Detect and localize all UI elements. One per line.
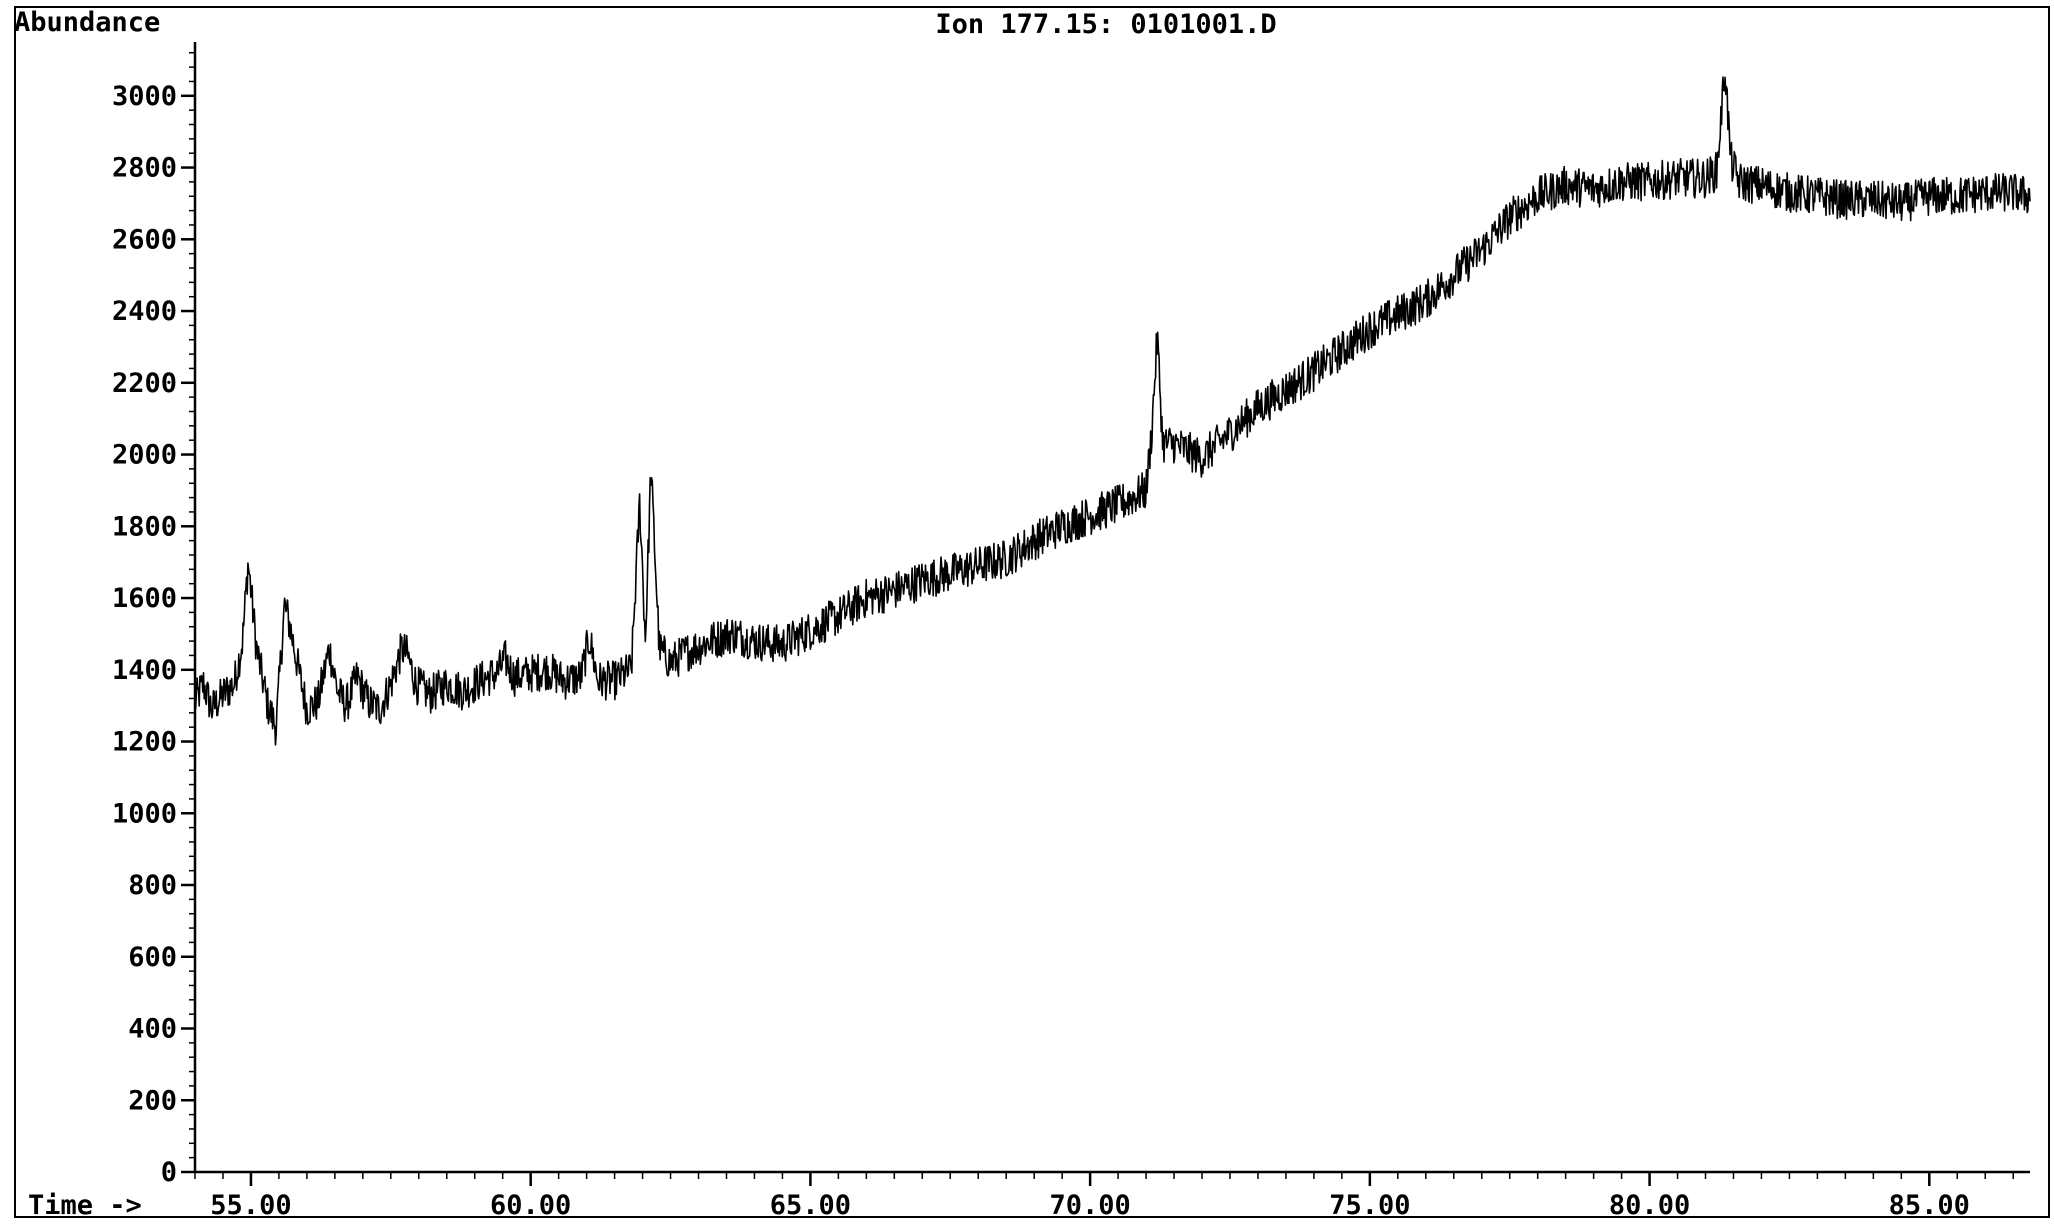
x-tick-label: 55.00 (210, 1190, 291, 1221)
y-tick-label: 1600 (112, 583, 177, 614)
y-tick-label: 2600 (112, 224, 177, 255)
y-tick-label: 1800 (112, 511, 177, 542)
y-tick-label: 2400 (112, 296, 177, 327)
y-tick-label: 800 (128, 870, 177, 901)
y-tick-label: 2800 (112, 153, 177, 184)
y-tick-label: 3000 (112, 81, 177, 112)
x-tick-label: 80.00 (1609, 1190, 1690, 1221)
y-tick-label: 2200 (112, 368, 177, 399)
chart-title: Ion 177.15: 0101001.D (935, 9, 1276, 40)
x-tick-label: 75.00 (1329, 1190, 1410, 1221)
y-tick-label: 1000 (112, 798, 177, 829)
x-axis-title: Time -> (28, 1190, 142, 1221)
y-tick-label: 600 (128, 942, 177, 973)
y-tick-label: 1200 (112, 727, 177, 758)
x-tick-label: 65.00 (770, 1190, 851, 1221)
y-tick-label: 2000 (112, 440, 177, 471)
x-tick-label: 60.00 (490, 1190, 571, 1221)
y-axis-ticks: 0 200 400 600 800 1000 1200 1400 1600 1800 2000 220… (112, 53, 195, 1188)
y-tick-label: 400 (128, 1014, 177, 1045)
y-tick-label: 200 (128, 1085, 177, 1116)
series-layer (195, 77, 2030, 745)
x-tick-label: 70.00 (1049, 1190, 1130, 1221)
ion-trace-line (195, 77, 2030, 745)
y-tick-label: 1400 (112, 655, 177, 686)
x-axis-ticks: 55.00 60.00 65.00 70.00 75.00 80.00 85.00 (195, 1172, 2013, 1221)
y-axis-title: Abundance (14, 7, 160, 38)
y-tick-label: 0 (161, 1157, 177, 1188)
x-tick-label: 85.00 (1889, 1190, 1970, 1221)
